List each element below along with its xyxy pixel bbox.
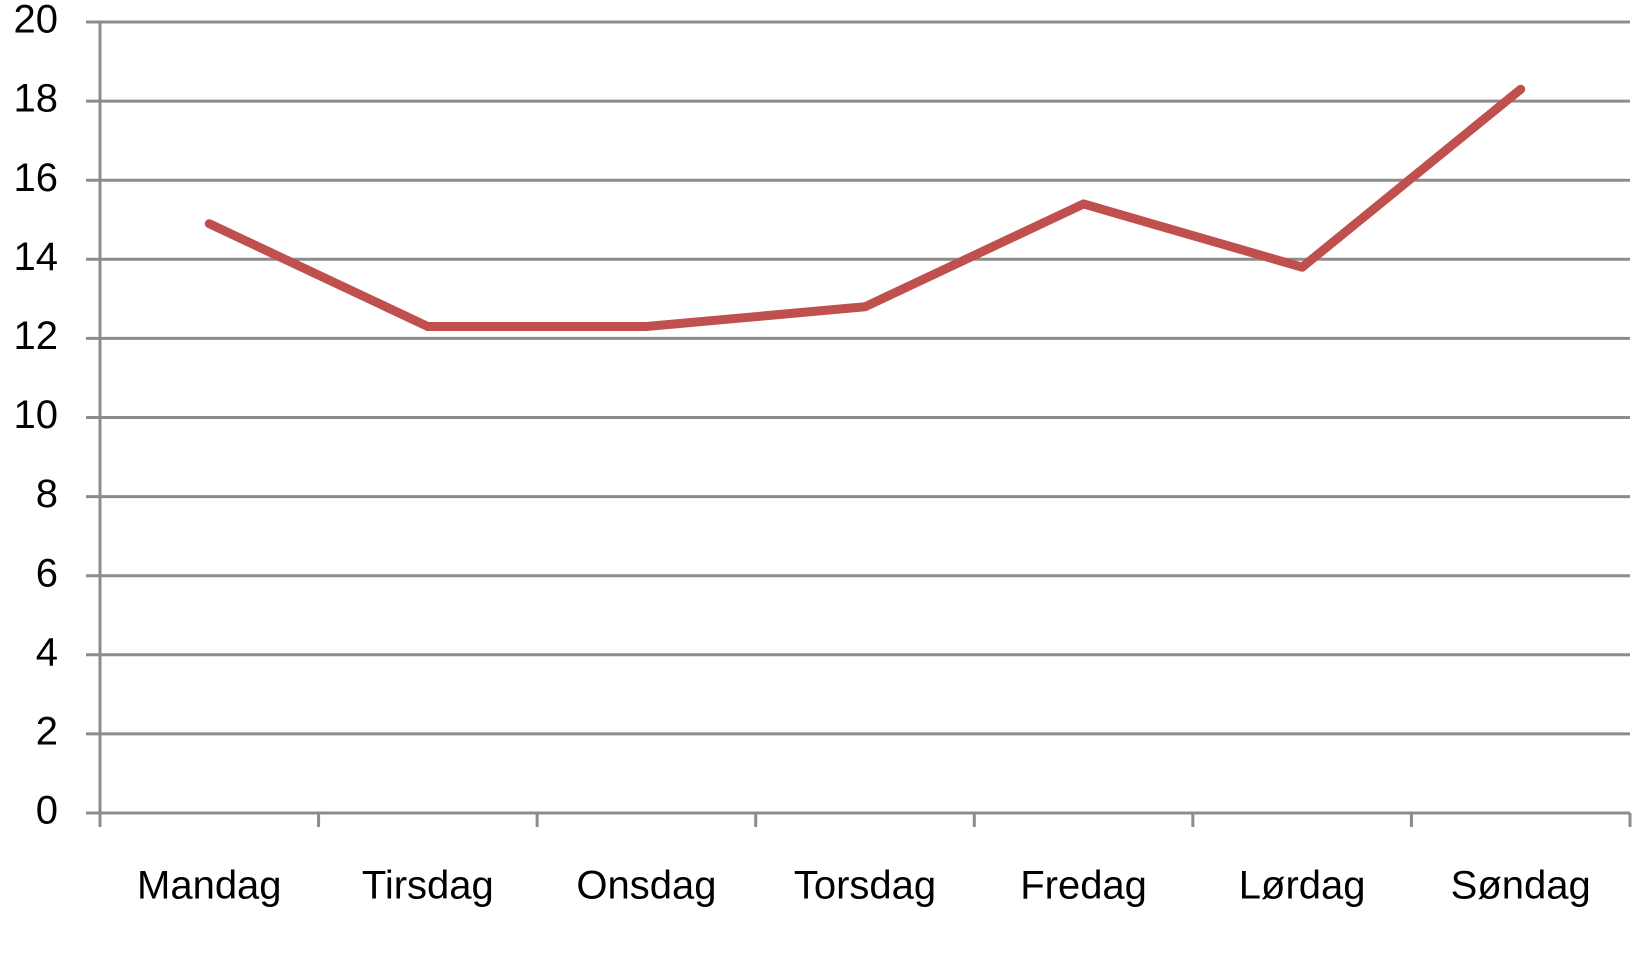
y-tick-label: 2 [36,709,58,753]
x-tick-label: Mandag [137,864,282,908]
y-tick-label: 0 [36,789,58,833]
x-tick-label: Tirsdag [362,864,494,908]
y-tick-label: 20 [14,0,59,42]
y-tick-label: 14 [14,235,59,279]
x-tick-label: Fredag [1020,864,1147,908]
x-tick-label: Lørdag [1239,864,1366,908]
y-tick-label: 16 [14,156,59,200]
data-line [204,84,1526,332]
y-tick-label: 12 [14,314,59,358]
y-tick-label: 4 [36,630,58,674]
x-tick-label: Søndag [1451,864,1591,908]
x-tick-label: Onsdag [576,864,716,908]
y-tick-label: 18 [14,77,59,121]
y-tick-label: 10 [14,393,59,437]
y-tick-label: 6 [36,551,58,595]
x-tick-label: Torsdag [794,864,936,908]
y-tick-label: 8 [36,472,58,516]
